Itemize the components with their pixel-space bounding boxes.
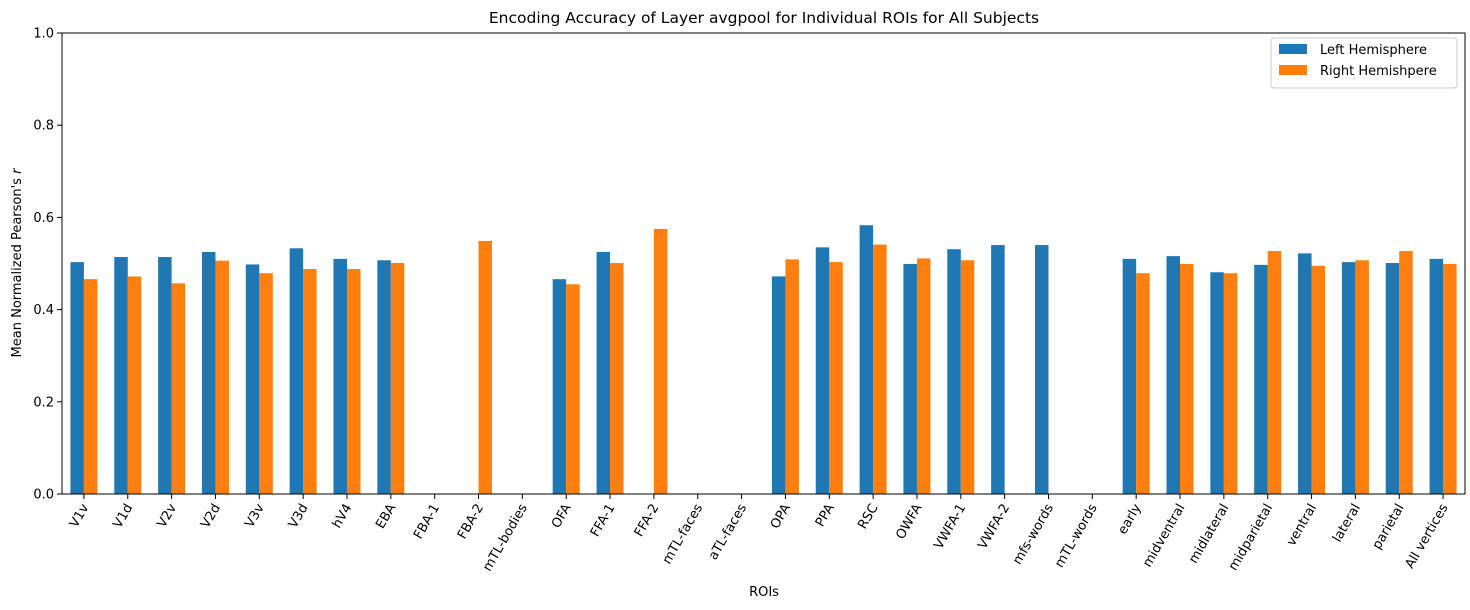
y-axis: 0.0 0.2 0.4 0.6 0.8 1.0: [33, 27, 62, 503]
bar-right-ventral: [1311, 265, 1326, 494]
bar-right-hv4: [346, 269, 361, 494]
bar-right-midlateral: [1223, 273, 1238, 494]
bar-right-v3d: [303, 269, 317, 494]
bar-right-ofa: [566, 284, 580, 494]
bar-right-ffa-1: [610, 263, 624, 494]
bar-right-ppa: [829, 262, 843, 494]
bar-left-rsc: [859, 225, 874, 495]
legend-swatch-right: [1279, 65, 1307, 75]
bar-left-vwfa-2: [991, 245, 1005, 494]
bar-left-v3d: [289, 248, 304, 494]
x-axis-title: ROIs: [749, 585, 779, 600]
bar-left-eba: [377, 260, 391, 494]
bar-left-v2d: [201, 251, 216, 494]
bar-left-all-vertices: [1429, 258, 1444, 494]
y-tick-label: 0.0: [33, 488, 54, 503]
bar-left-lateral: [1341, 262, 1356, 494]
plot-frame: [61, 32, 1466, 495]
bar-right-ffa-2: [653, 228, 668, 494]
bar-left-opa: [771, 276, 786, 494]
y-tick-label: 1.0: [33, 27, 54, 42]
bar-left-vwfa-1: [947, 249, 961, 494]
bar-right-v1d: [127, 276, 142, 494]
bar-left-hv4: [333, 258, 347, 494]
bar-left-ofa: [552, 279, 567, 494]
legend-label-left: Left Hemisphere: [1320, 43, 1427, 58]
y-tick-label: 0.6: [33, 211, 54, 226]
bar-right-rsc: [873, 244, 887, 494]
y-axis-title: Mean Normalized Pearson's r: [10, 167, 25, 358]
bar-right-v2d: [215, 260, 229, 494]
legend-swatch-left: [1279, 44, 1307, 54]
bar-left-v2v: [158, 257, 172, 494]
bar-right-lateral: [1355, 260, 1369, 494]
bar-left-midlateral: [1210, 272, 1224, 494]
chart-title: Encoding Accuracy of Layer avgpool for I…: [489, 9, 1039, 27]
y-axis-title-text: Mean Normalized Pearson's: [10, 174, 25, 358]
bar-left-early: [1122, 258, 1137, 494]
bar-right-v1v: [83, 279, 98, 494]
bar-right-all-vertices: [1443, 263, 1457, 494]
bar-right-v2v: [171, 283, 186, 494]
bar-left-parietal: [1385, 263, 1400, 494]
bar-left-ventral: [1298, 253, 1312, 494]
bar-right-vwfa-1: [960, 260, 975, 494]
bar-right-eba: [390, 263, 405, 494]
legend-label-right: Right Hemishpere: [1320, 64, 1437, 79]
bar-left-ffa-1: [596, 251, 611, 494]
bar-right-parietal: [1399, 251, 1413, 494]
bar-left-midparietal: [1254, 264, 1268, 494]
legend: Left Hemisphere Right Hemishpere: [1270, 37, 1458, 89]
bar-right-owfa: [916, 258, 931, 494]
bar-right-midparietal: [1267, 251, 1282, 494]
bar-right-early: [1136, 273, 1150, 494]
bar-left-owfa: [903, 263, 917, 494]
bars-group: [70, 225, 1457, 495]
bar-left-v3v: [245, 264, 260, 494]
bar-left-mfs-words: [1034, 245, 1049, 494]
bar-left-ppa: [815, 247, 830, 494]
bar-left-midventral: [1166, 256, 1181, 494]
legend-frame: [1270, 37, 1458, 89]
bar-right-fba-2: [478, 240, 493, 494]
y-tick-label: 0.2: [33, 395, 54, 410]
bar-right-v3v: [259, 273, 273, 494]
bar-left-v1d: [114, 257, 128, 494]
y-tick-label: 0.8: [33, 119, 54, 134]
bar-right-midventral: [1180, 263, 1194, 494]
y-tick-label: 0.4: [33, 303, 54, 318]
bar-left-v1v: [70, 262, 84, 494]
y-axis-title-variable: r: [10, 167, 25, 174]
bar-right-opa: [785, 259, 799, 494]
